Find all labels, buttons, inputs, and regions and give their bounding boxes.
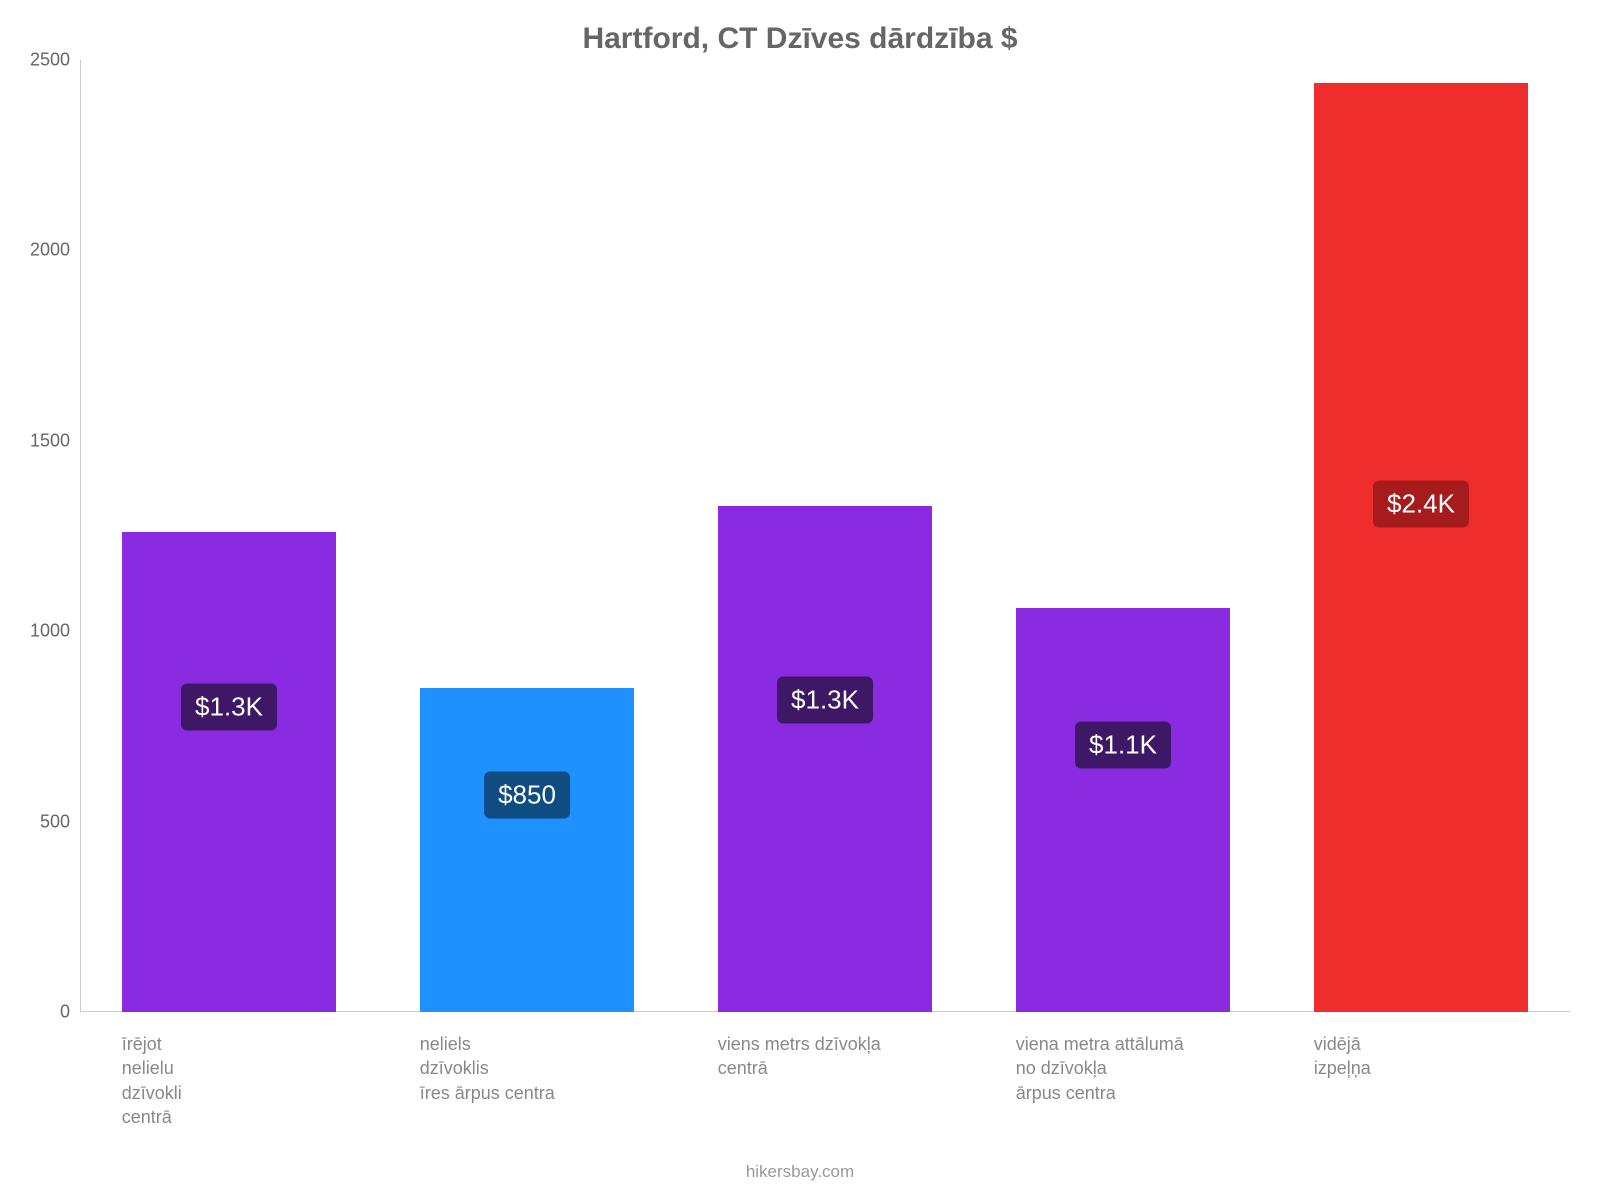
x-axis-label: īrējot nelielu dzīvokli centrā bbox=[122, 1032, 182, 1129]
y-tick: 1500 bbox=[0, 430, 70, 451]
bar bbox=[1016, 608, 1231, 1012]
bar bbox=[420, 688, 635, 1012]
chart-footer: hikersbay.com bbox=[0, 1162, 1600, 1182]
bar bbox=[1314, 83, 1529, 1012]
y-tick: 1000 bbox=[0, 621, 70, 642]
y-tick: 2000 bbox=[0, 240, 70, 261]
bar-value-label: $850 bbox=[484, 771, 570, 818]
bar-value-label: $1.3K bbox=[777, 676, 873, 723]
bars-container: $1.3K $850 $1.3K $1.1K $2.4K bbox=[80, 60, 1570, 1012]
y-tick: 500 bbox=[0, 811, 70, 832]
bar-value-label: $1.3K bbox=[181, 684, 277, 731]
x-axis-label: neliels dzīvoklis īres ārpus centra bbox=[420, 1032, 555, 1105]
x-axis-label: viens metrs dzīvokļa centrā bbox=[718, 1032, 881, 1081]
bar-value-label: $2.4K bbox=[1373, 480, 1469, 527]
bar bbox=[122, 532, 337, 1012]
x-axis-label: vidējā izpeļņa bbox=[1314, 1032, 1371, 1081]
y-tick: 2500 bbox=[0, 50, 70, 71]
x-axis-label: viena metra attālumā no dzīvokļa ārpus c… bbox=[1016, 1032, 1184, 1105]
plot-area: $1.3K $850 $1.3K $1.1K $2.4K bbox=[80, 60, 1570, 1012]
bar-value-label: $1.1K bbox=[1075, 722, 1171, 769]
y-tick: 0 bbox=[0, 1002, 70, 1023]
chart-title: Hartford, CT Dzīves dārdzība $ bbox=[0, 0, 1600, 56]
bar bbox=[718, 506, 933, 1012]
